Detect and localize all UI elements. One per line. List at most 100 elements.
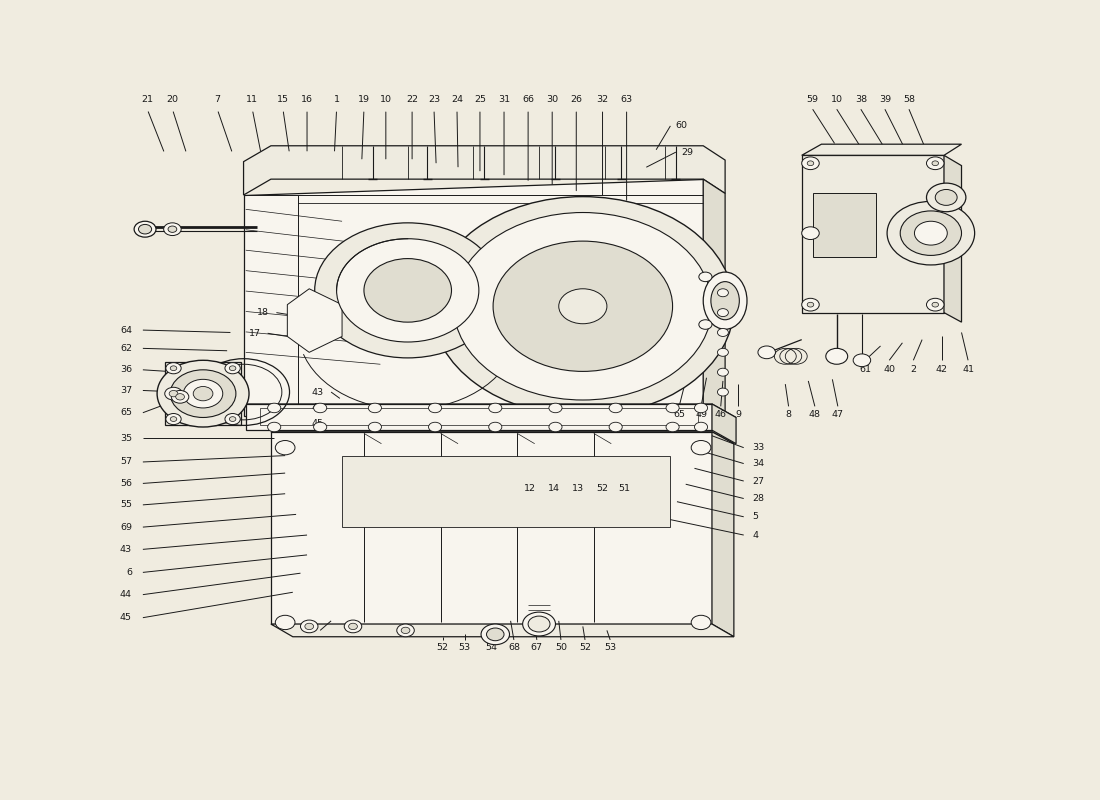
Polygon shape <box>243 179 703 416</box>
Text: 46: 46 <box>715 410 727 418</box>
Text: 37: 37 <box>120 386 132 395</box>
Circle shape <box>315 223 500 358</box>
Text: 66: 66 <box>522 95 535 104</box>
Text: 65: 65 <box>673 410 685 418</box>
Circle shape <box>609 403 623 413</box>
Text: 36: 36 <box>120 366 132 374</box>
Text: 40: 40 <box>883 366 895 374</box>
Text: 68: 68 <box>508 643 520 652</box>
Circle shape <box>807 161 814 166</box>
Text: 23: 23 <box>428 95 440 104</box>
Circle shape <box>488 422 502 432</box>
Circle shape <box>364 258 451 322</box>
Circle shape <box>432 197 734 416</box>
Circle shape <box>453 213 712 400</box>
Circle shape <box>134 222 156 237</box>
Text: 10: 10 <box>379 95 392 104</box>
Text: 26: 26 <box>570 95 582 104</box>
Circle shape <box>717 348 728 356</box>
Circle shape <box>691 615 711 630</box>
Circle shape <box>802 157 820 170</box>
Circle shape <box>914 222 947 245</box>
Circle shape <box>717 289 728 297</box>
Circle shape <box>486 628 504 641</box>
Circle shape <box>717 388 728 396</box>
Circle shape <box>176 394 185 400</box>
Text: 44: 44 <box>120 590 132 599</box>
Polygon shape <box>245 404 736 418</box>
Text: 2: 2 <box>911 366 916 374</box>
Text: 53: 53 <box>604 643 616 652</box>
Circle shape <box>275 615 295 630</box>
Text: 15: 15 <box>277 95 289 104</box>
Circle shape <box>170 417 177 422</box>
Circle shape <box>397 624 415 637</box>
Text: 5: 5 <box>752 512 759 522</box>
Circle shape <box>826 348 848 364</box>
Text: 12: 12 <box>525 485 537 494</box>
Text: 59: 59 <box>806 95 818 104</box>
Text: 10: 10 <box>830 95 843 104</box>
Circle shape <box>344 620 362 633</box>
Polygon shape <box>813 194 876 257</box>
Text: 16: 16 <box>301 95 314 104</box>
Text: 19: 19 <box>358 95 370 104</box>
Circle shape <box>349 623 358 630</box>
Text: 63: 63 <box>620 95 632 104</box>
Circle shape <box>698 272 712 282</box>
Text: 41: 41 <box>962 366 975 374</box>
Text: 33: 33 <box>752 443 764 452</box>
Circle shape <box>368 422 382 432</box>
Polygon shape <box>245 404 712 430</box>
Text: 45: 45 <box>120 613 132 622</box>
Text: 7: 7 <box>214 95 220 104</box>
Text: 6: 6 <box>125 568 132 577</box>
Text: 56: 56 <box>120 479 132 488</box>
Polygon shape <box>165 362 241 426</box>
Circle shape <box>493 241 672 371</box>
Circle shape <box>488 403 502 413</box>
Circle shape <box>522 612 556 636</box>
Text: 4: 4 <box>752 530 759 539</box>
Circle shape <box>224 414 240 425</box>
Text: 52: 52 <box>437 643 449 652</box>
Text: 47: 47 <box>832 410 844 418</box>
Text: 53: 53 <box>459 643 471 652</box>
Text: 60: 60 <box>675 122 688 130</box>
Text: 35: 35 <box>120 434 132 442</box>
Circle shape <box>666 422 679 432</box>
Circle shape <box>926 157 944 170</box>
Circle shape <box>172 390 189 403</box>
Text: 28: 28 <box>752 494 764 503</box>
Text: 11: 11 <box>246 95 258 104</box>
Text: 18: 18 <box>257 308 270 317</box>
Circle shape <box>758 346 776 358</box>
Text: 48: 48 <box>808 410 821 418</box>
Circle shape <box>314 403 327 413</box>
Text: 27: 27 <box>752 477 764 486</box>
Text: 8: 8 <box>785 410 792 418</box>
Ellipse shape <box>711 282 739 320</box>
Text: 21: 21 <box>141 95 153 104</box>
Circle shape <box>932 302 938 307</box>
Text: 43: 43 <box>120 545 132 554</box>
Text: 24: 24 <box>451 95 463 104</box>
Circle shape <box>166 362 182 374</box>
Circle shape <box>429 422 441 432</box>
Ellipse shape <box>703 272 747 330</box>
Text: 32: 32 <box>596 95 608 104</box>
Text: 55: 55 <box>120 500 132 510</box>
Text: 51: 51 <box>618 485 630 494</box>
Text: 54: 54 <box>485 643 497 652</box>
Polygon shape <box>712 404 736 444</box>
Polygon shape <box>342 456 670 527</box>
Polygon shape <box>271 624 734 637</box>
Text: 64: 64 <box>120 326 132 334</box>
Text: 31: 31 <box>498 95 510 104</box>
Text: 45: 45 <box>312 419 324 428</box>
Circle shape <box>165 387 183 400</box>
Circle shape <box>170 370 235 418</box>
Circle shape <box>926 298 944 311</box>
Text: 20: 20 <box>166 95 178 104</box>
Text: 9: 9 <box>735 410 741 418</box>
